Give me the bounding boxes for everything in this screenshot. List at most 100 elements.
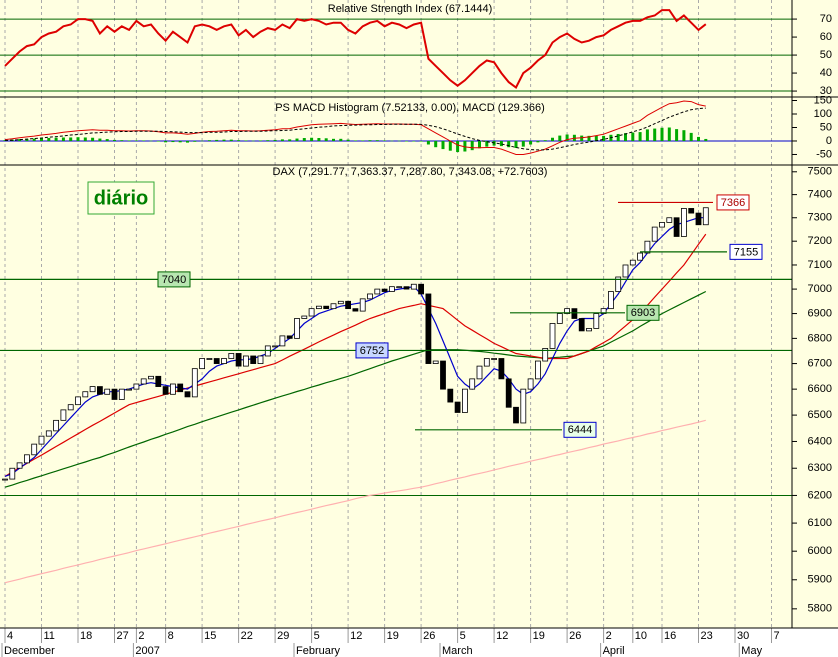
candle xyxy=(505,378,512,408)
candle xyxy=(155,375,162,387)
candle xyxy=(345,300,352,310)
candle xyxy=(89,386,96,393)
candle xyxy=(9,467,16,480)
y-tick-label: 100 xyxy=(814,108,832,120)
candle xyxy=(337,300,344,305)
histogram-bar xyxy=(499,140,503,147)
level-label-box xyxy=(563,421,597,438)
candle xyxy=(352,308,359,312)
candle xyxy=(513,406,519,424)
histogram-bar xyxy=(368,140,372,141)
histogram-bar xyxy=(390,140,394,142)
candle xyxy=(418,283,425,295)
x-tick-label: 12 xyxy=(496,630,508,642)
x-tick-label: 2 xyxy=(606,630,612,642)
x-tick-label: 11 xyxy=(44,630,55,642)
histogram-bar xyxy=(543,140,547,141)
candle xyxy=(608,291,614,310)
x-tick-label: 18 xyxy=(80,630,92,642)
histogram-bar xyxy=(244,140,248,141)
level-label: 7155 xyxy=(734,246,758,258)
candle xyxy=(381,288,388,292)
candle xyxy=(177,383,184,393)
y-tick-label: 6500 xyxy=(808,409,832,421)
x-tick-label: 26 xyxy=(569,630,581,642)
y-tick-label: 6300 xyxy=(808,462,832,474)
histogram-bar xyxy=(222,139,226,141)
histogram-bar xyxy=(207,140,211,141)
histogram-bar xyxy=(251,140,255,142)
month-label: 2007 xyxy=(135,645,159,657)
histogram-bar xyxy=(558,135,562,141)
candle xyxy=(556,313,563,324)
y-tick-label: 6800 xyxy=(808,332,832,344)
x-tick-label: 16 xyxy=(664,630,676,642)
macd-line xyxy=(4,100,706,155)
histogram-bar xyxy=(682,130,686,141)
candle xyxy=(31,443,38,456)
histogram-bar xyxy=(302,138,306,141)
histogram-bar xyxy=(47,138,51,141)
candle xyxy=(199,358,206,370)
candle xyxy=(629,259,636,266)
histogram-bar xyxy=(186,140,189,143)
histogram-bar xyxy=(149,140,153,142)
histogram-bar xyxy=(295,138,299,141)
candle xyxy=(367,293,373,300)
histogram-bar xyxy=(171,140,175,143)
candle xyxy=(82,391,89,398)
candle xyxy=(38,435,45,445)
price-title: DAX (7,291.77, 7,363.37, 7,287.80, 7,343… xyxy=(273,166,548,178)
histogram-bar xyxy=(594,135,598,141)
candle xyxy=(279,335,286,347)
candle xyxy=(359,298,366,312)
candle xyxy=(16,462,23,469)
histogram-bar xyxy=(653,128,657,141)
histogram-bar xyxy=(18,139,22,141)
y-tick-label: 7200 xyxy=(808,235,832,247)
histogram-bar xyxy=(645,129,649,141)
level-label-box xyxy=(626,304,660,321)
histogram-bar xyxy=(667,127,671,141)
histogram-bar xyxy=(412,140,416,142)
histogram-bar xyxy=(229,139,233,141)
histogram-bar xyxy=(624,133,627,141)
histogram-bar xyxy=(580,135,584,141)
candle xyxy=(695,212,702,226)
candle xyxy=(235,353,242,367)
x-tick-label: 5 xyxy=(314,630,320,642)
candle xyxy=(206,358,213,360)
y-tick-label: 5900 xyxy=(808,574,832,586)
histogram-bar xyxy=(164,140,168,143)
x-tick-label: 27 xyxy=(117,630,129,642)
y-tick-label: 40 xyxy=(820,67,832,79)
y-tick-label: 5800 xyxy=(808,603,832,615)
histogram-bar xyxy=(660,127,664,141)
y-tick-label: 6700 xyxy=(808,357,832,369)
x-tick-label: 30 xyxy=(737,630,749,642)
level-label-box xyxy=(729,243,763,260)
histogram-bar xyxy=(470,140,474,151)
moving-average-line xyxy=(4,419,706,584)
candle xyxy=(469,378,476,390)
candle xyxy=(330,303,337,310)
histogram-bar xyxy=(69,137,73,141)
y-tick-label: 60 xyxy=(820,31,832,43)
candle xyxy=(527,378,534,390)
level-label: 7366 xyxy=(721,197,745,209)
y-tick-label: 150 xyxy=(814,94,832,106)
candle xyxy=(593,313,600,329)
histogram-bar xyxy=(280,139,284,141)
candle xyxy=(615,276,622,292)
candle xyxy=(498,358,505,380)
candle xyxy=(228,353,235,359)
histogram-bar xyxy=(142,140,146,141)
level-label-box xyxy=(355,342,389,359)
candle xyxy=(140,378,147,385)
histogram-bar xyxy=(689,132,693,141)
candle xyxy=(286,335,293,339)
histogram-bar xyxy=(40,138,43,141)
candle xyxy=(461,388,468,413)
histogram-bar xyxy=(675,129,679,141)
